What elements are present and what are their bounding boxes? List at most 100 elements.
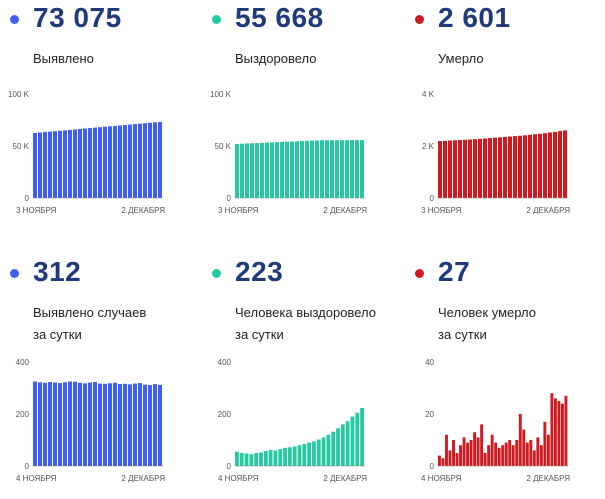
daily-recovered-value: 223	[235, 256, 284, 287]
series-dot-icon	[10, 15, 19, 24]
bar	[536, 437, 540, 466]
bar	[564, 395, 568, 466]
bar	[503, 136, 507, 198]
bar	[501, 445, 505, 466]
bar	[68, 381, 72, 466]
daily-deaths-value: 27	[438, 256, 471, 287]
bar	[315, 140, 319, 198]
bar	[245, 143, 249, 198]
bar	[316, 439, 321, 466]
bar	[254, 453, 259, 466]
bar	[108, 383, 112, 466]
bar	[504, 442, 508, 466]
bar	[297, 445, 302, 466]
y-tick-label: 0	[227, 194, 232, 203]
bar	[239, 453, 244, 466]
bar	[528, 134, 532, 198]
bar	[265, 142, 269, 198]
x-tick-label: 2 ДЕКАБРЯ	[526, 206, 570, 215]
bar	[325, 140, 329, 198]
bar	[143, 384, 147, 466]
bar	[515, 440, 519, 466]
bar	[133, 383, 137, 466]
panel-deaths: 2 601 Умерло 0 2 K 4 K 3 НОЯБРЯ 2 ДЕКАБРЯ	[405, 0, 600, 245]
bar	[312, 441, 316, 466]
bar	[331, 431, 336, 466]
bar	[43, 132, 47, 198]
bar	[158, 122, 162, 198]
panel-recovered: 55 668 Выздоровело 0 50 K 100 K 3 НОЯБРЯ 2 Д…	[202, 0, 397, 245]
bar	[290, 141, 294, 198]
recovered-chart: 0 50 K 100 K 3 НОЯБРЯ 2 ДЕКАБРЯ	[210, 90, 367, 215]
bar	[508, 440, 512, 466]
label-line: Человека выздоровело	[235, 305, 376, 320]
label-line: Выявлено	[33, 51, 94, 66]
bar	[350, 140, 354, 198]
x-tick-label: 2 ДЕКАБРЯ	[121, 206, 165, 215]
bar	[73, 129, 77, 198]
bar	[553, 131, 557, 198]
bar	[93, 127, 97, 198]
bar	[48, 382, 52, 466]
bar	[128, 384, 132, 466]
bar	[78, 382, 82, 466]
bar	[118, 384, 122, 466]
bar	[529, 440, 533, 466]
bar	[273, 450, 278, 466]
bar	[543, 133, 547, 198]
detected-total: 73 075	[33, 2, 122, 33]
bar	[143, 123, 147, 198]
x-tick-label: 2 ДЕКАБРЯ	[526, 474, 570, 483]
recovered-label: Выздоровело	[235, 48, 317, 70]
bar	[518, 135, 522, 198]
y-tick-label: 100 K	[8, 90, 30, 99]
x-tick-label: 3 НОЯБРЯ	[218, 206, 259, 215]
bar	[438, 455, 441, 466]
bar	[123, 124, 127, 198]
bar	[287, 447, 292, 466]
bar	[235, 451, 239, 466]
bar	[498, 137, 502, 198]
bar	[533, 134, 537, 198]
bar	[118, 125, 122, 198]
bar	[445, 434, 448, 466]
bar	[88, 128, 92, 198]
bar	[280, 141, 284, 198]
panel-daily-detected: 312 Выявлено случаев за сутки 0 200 400 4 Н…	[0, 254, 195, 499]
bar	[63, 382, 67, 466]
bar	[33, 133, 37, 198]
bar	[320, 140, 324, 198]
y-tick-label: 4 K	[422, 90, 435, 99]
bar	[360, 408, 364, 466]
bar	[538, 133, 542, 198]
daily-deaths-chart: 0 20 40 4 НОЯБРЯ 2 ДЕКАБРЯ	[421, 358, 570, 483]
bar	[103, 383, 107, 466]
bar	[553, 398, 557, 466]
bar	[453, 140, 457, 198]
x-tick-label: 4 НОЯБРЯ	[218, 474, 259, 483]
bar	[525, 442, 529, 466]
y-tick-label: 400	[16, 358, 30, 367]
bar	[260, 142, 264, 198]
bar	[330, 140, 334, 198]
bar	[153, 384, 157, 466]
bar	[468, 139, 472, 198]
bar	[488, 138, 492, 198]
bar	[494, 442, 498, 466]
bar	[38, 382, 42, 466]
x-tick-label: 2 ДЕКАБРЯ	[121, 474, 165, 483]
bar	[113, 125, 117, 198]
label-line: Выздоровело	[235, 51, 317, 66]
bar	[138, 383, 142, 466]
bar	[278, 449, 283, 466]
x-tick-label: 3 НОЯБРЯ	[16, 206, 57, 215]
bar	[548, 132, 552, 198]
bar	[305, 140, 309, 198]
bar	[307, 442, 312, 466]
bar	[295, 141, 299, 198]
y-tick-label: 100 K	[210, 90, 232, 99]
deaths-label: Умерло	[438, 48, 484, 70]
label-line: за сутки	[438, 327, 487, 342]
bar	[462, 437, 466, 466]
bar	[452, 440, 455, 466]
